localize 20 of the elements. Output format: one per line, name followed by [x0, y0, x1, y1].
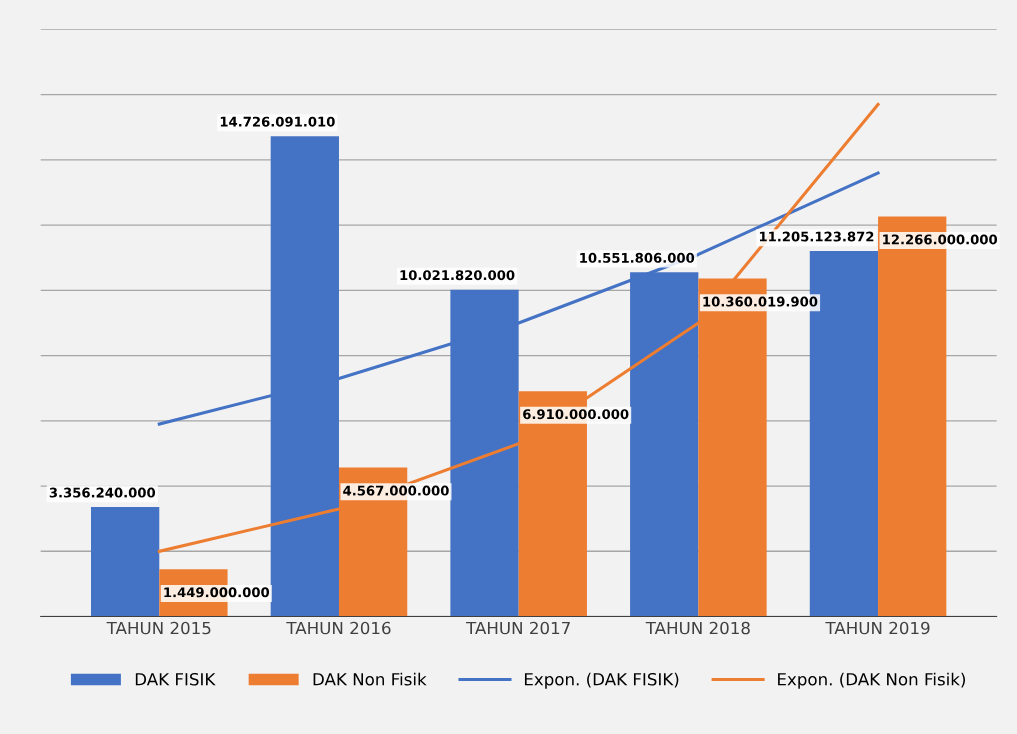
data-label: 12.266.000.000 [883, 234, 998, 245]
legend-label: DAK FISIK [135, 672, 216, 686]
data-label: 11.205.123.872 [759, 231, 874, 242]
legend-label: Expon. (DAK Non Fisik) [778, 672, 966, 689]
x-tick-label: TAHUN 2016 [286, 621, 391, 635]
x-tick-label: TAHUN 2018 [645, 621, 750, 635]
bar [90, 507, 160, 617]
x-tick-label: TAHUN 2019 [825, 621, 930, 635]
data-label: 3.356.240.000 [49, 487, 156, 498]
data-label: 10.021.820.000 [400, 270, 515, 281]
x-tick-label: TAHUN 2015 [106, 621, 211, 635]
data-label: 14.726.091.010 [220, 116, 335, 127]
data-label: 10.360.019.900 [703, 296, 818, 307]
data-label: 6.910.000.000 [523, 409, 629, 420]
legend-label: Expon. (DAK FISIK) [524, 672, 679, 689]
legend-label: DAK Non Fisik [313, 672, 427, 686]
x-tick-label: TAHUN 2017 [466, 621, 570, 635]
data-label: 1.449.000.000 [164, 587, 270, 598]
data-label: 4.567.000.000 [343, 485, 449, 496]
data-label: 10.551.806.000 [580, 252, 695, 263]
